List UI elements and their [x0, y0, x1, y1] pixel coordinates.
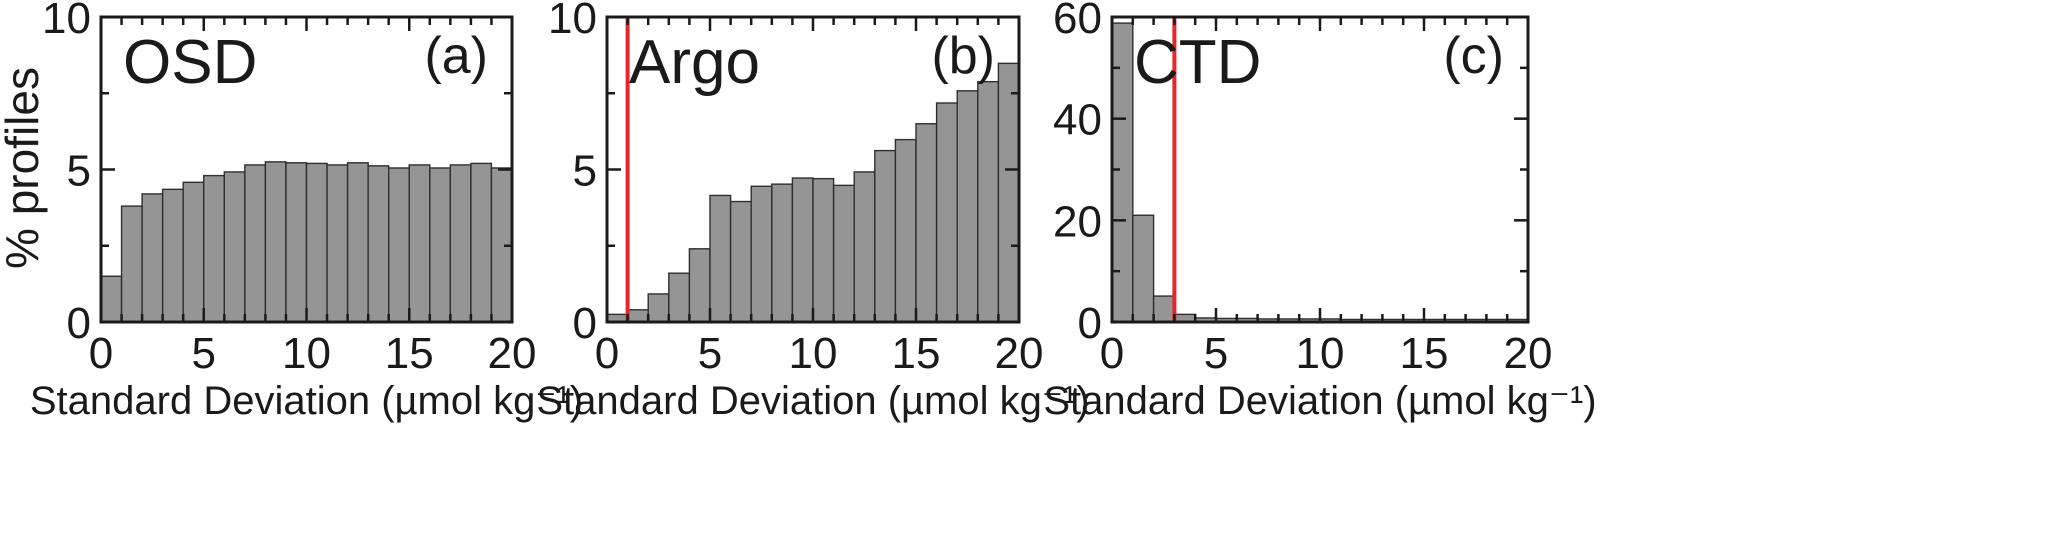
y-tick-label-osd-0: 0	[67, 299, 91, 348]
bar-argo-18	[977, 80, 1000, 323]
x-tick-label-ctd-10: 10	[1296, 329, 1345, 378]
bar-osd-18	[470, 162, 493, 323]
y-tick-label-ctd-60: 60	[1053, 0, 1102, 43]
bar-argo-16	[935, 102, 958, 323]
bar-osd-3	[161, 188, 184, 323]
bar-argo-7	[750, 185, 773, 323]
bar-argo-3	[668, 272, 691, 323]
bar-argo-1	[626, 309, 649, 323]
y-tick-label-argo-5: 5	[573, 147, 597, 196]
panel-letter-argo: (b)	[931, 27, 995, 85]
y-tick-label-argo-0: 0	[573, 299, 597, 348]
panel-ctd: 0 5 10 15 20 0 20 40 60 CTD (c) Standard Deviation …	[1043, 0, 1596, 423]
bar-osd-7	[244, 164, 267, 323]
bar-osd-14	[388, 167, 410, 323]
bar-argo-14	[894, 138, 917, 323]
x-tick-label-osd-0: 0	[89, 329, 113, 378]
y-tick-label-osd-5: 5	[67, 147, 91, 196]
bar-argo-9	[791, 177, 814, 323]
bar-argo-12	[853, 171, 876, 323]
bar-osd-6	[223, 171, 246, 323]
bar-osd-13	[367, 165, 390, 323]
x-tick-label-ctd-5: 5	[1204, 329, 1228, 378]
bar-argo-11	[832, 184, 855, 323]
panel-osd: 0 5 10 15 20 0 5 10 OSD (a) Standard Deviation (µm…	[30, 0, 583, 423]
bar-argo-6	[729, 200, 752, 323]
x-tick-label-osd-15: 15	[385, 329, 434, 378]
chart-panels: 0 5 10 15 20 0 5 10 OSD (a) Standard Deviation (µm…	[30, 0, 1597, 423]
x-tick-label-osd-10: 10	[282, 329, 331, 378]
y-axis-label: % profiles	[0, 67, 48, 269]
bar-osd-1	[120, 205, 143, 323]
x-tick-label-argo-15: 15	[892, 329, 941, 378]
x-axis-label-argo: Standard Deviation (µmol kg⁻¹)	[536, 379, 1089, 423]
y-tick-label-ctd-20: 20	[1053, 197, 1102, 246]
bar-osd-8	[264, 161, 287, 323]
x-tick-label-ctd-20: 20	[1504, 329, 1553, 378]
x-tick-label-argo-10: 10	[789, 329, 838, 378]
bar-argo-19	[997, 62, 1020, 323]
x-tick-label-argo-5: 5	[698, 329, 722, 378]
bar-ctd-1	[1132, 214, 1155, 323]
bar-osd-2	[141, 193, 164, 323]
x-tick-label-argo-20: 20	[995, 329, 1044, 378]
bar-osd-15	[408, 164, 431, 323]
panel-argo: 0 5 10 15 20 0 5 10 Argo (b) Standard Deviation (µ…	[536, 0, 1089, 423]
panel-name-ctd: CTD	[1134, 28, 1261, 97]
bar-argo-2	[647, 293, 670, 323]
bar-osd-5	[203, 174, 225, 323]
panel-letter-osd: (a)	[424, 27, 488, 85]
bar-argo-17	[956, 90, 979, 323]
bar-osd-16	[429, 167, 452, 323]
y-tick-label-ctd-0: 0	[1078, 299, 1102, 348]
bar-argo-15	[915, 123, 938, 323]
bar-osd-11	[326, 164, 349, 323]
x-axis-label-osd: Standard Deviation (µmol kg⁻¹)	[30, 379, 583, 423]
bar-osd-17	[449, 164, 472, 323]
x-tick-label-osd-20: 20	[488, 329, 537, 378]
bar-argo-10	[812, 177, 835, 323]
y-tick-label-ctd-40: 40	[1053, 96, 1102, 145]
y-tick-label-argo-10: 10	[548, 0, 597, 43]
panel-letter-ctd: (c)	[1443, 27, 1504, 85]
x-tick-label-argo-0: 0	[595, 329, 619, 378]
x-tick-label-ctd-15: 15	[1400, 329, 1449, 378]
bar-osd-4	[182, 181, 205, 323]
y-tick-label-osd-10: 10	[42, 0, 91, 43]
bar-osd-10	[305, 162, 328, 323]
bar-ctd-2	[1152, 295, 1176, 323]
bar-argo-8	[771, 183, 794, 323]
bar-osd-9	[285, 162, 308, 323]
x-axis-label-ctd: Standard Deviation (µmol kg⁻¹)	[1043, 379, 1596, 423]
panel-name-argo: Argo	[629, 28, 760, 97]
bar-argo-13	[874, 149, 897, 323]
bar-argo-4	[688, 248, 711, 323]
x-tick-label-ctd-0: 0	[1100, 329, 1124, 378]
bar-osd-0	[100, 275, 123, 323]
panel-name-osd: OSD	[123, 28, 257, 97]
bar-argo-5	[709, 194, 732, 323]
bar-osd-12	[346, 162, 369, 323]
x-tick-label-osd-5: 5	[192, 329, 216, 378]
